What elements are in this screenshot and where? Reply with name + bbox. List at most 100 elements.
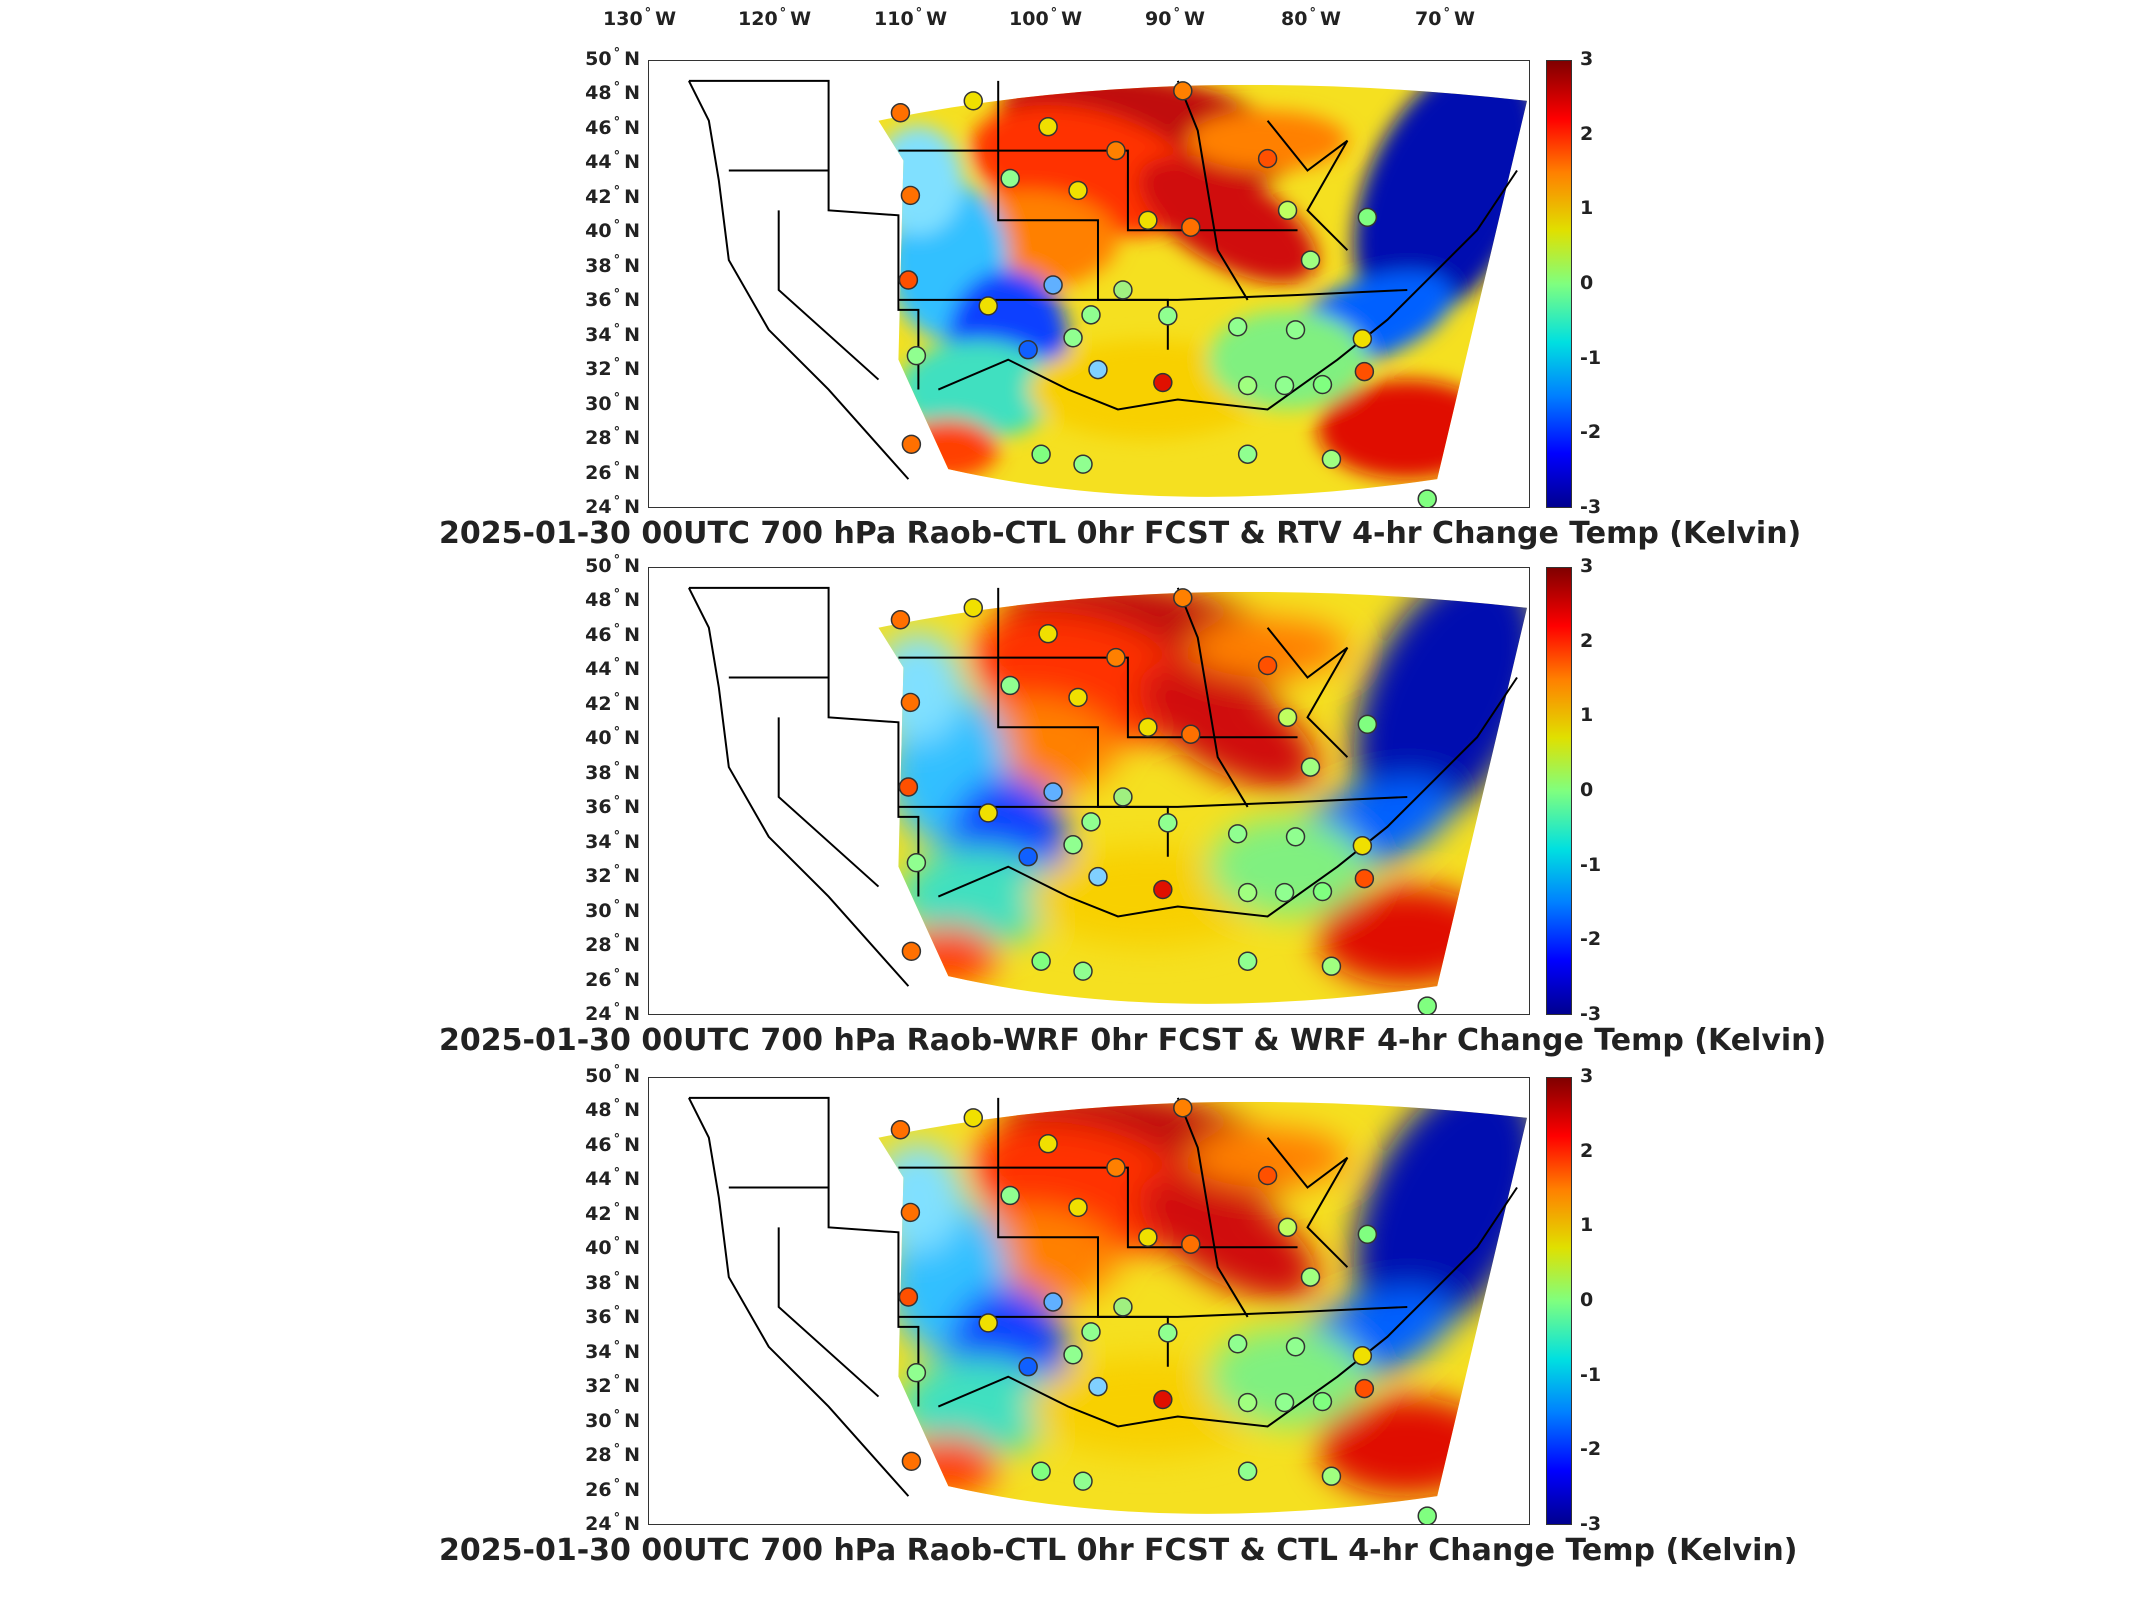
station-marker [1073,1471,1093,1491]
station-marker [890,103,911,123]
map-canvas [688,586,1528,1014]
station-marker [1237,882,1258,903]
map-canvas [688,79,1528,507]
latitude-label: 26 ° N [585,1476,640,1501]
station-marker [978,296,998,316]
station-marker [1043,275,1063,295]
longitude-label: 130 ° W [603,6,677,30]
station-marker [1158,306,1178,326]
longitude-label: 120 ° W [738,6,812,30]
station-marker [1257,148,1278,169]
colorbar-tick-label: 1 [1580,704,1594,727]
longitude-label: 110 ° W [874,6,948,30]
station-marker [963,1108,983,1128]
longitude-label: 100 ° W [1009,6,1083,30]
station-marker [1285,320,1306,340]
latitude-label: 46 ° N [585,114,640,139]
colorbar-tick-label: -2 [1580,1438,1602,1461]
station-marker [1038,116,1058,137]
latitude-label: 48 ° N [585,587,640,612]
station-marker [1277,200,1298,221]
station-marker [1300,1267,1321,1287]
latitude-label: 40 ° N [585,218,640,243]
latitude-label: 38 ° N [585,759,640,784]
station-marker [1138,717,1158,737]
latitude-label: 36 ° N [585,794,640,819]
latitude-label: 32 ° N [585,863,640,888]
station-marker [1321,956,1342,976]
station-marker [1088,359,1108,380]
longitude-label: 90 ° W [1145,6,1205,30]
colorbar-tick-label: -1 [1580,853,1602,876]
latitude-label: 30 ° N [585,1407,640,1432]
colorbar-tick-label: 0 [1580,779,1594,801]
colorbar-tick-label: -3 [1580,1003,1602,1025]
station-marker [1081,1322,1101,1342]
panel-title: 2025-01-30 00UTC 700 hPa Raob-WRF 0hr FC… [439,1023,1827,1058]
latitude-label: 32 ° N [585,1373,640,1398]
latitude-label: 42 ° N [585,1200,640,1225]
station-marker [1352,836,1373,856]
station-marker [1031,1461,1051,1481]
latitude-label: 48 ° N [585,80,640,105]
station-marker [1158,813,1178,833]
latitude-label: 30 ° N [585,390,640,415]
station-marker [1321,1466,1342,1486]
colorbar-tick-label: -1 [1580,346,1602,369]
latitude-label: 36 ° N [585,1304,640,1329]
latitude-label: 46 ° N [585,1131,640,1156]
station-marker [906,1362,927,1383]
station-marker [1106,1157,1126,1178]
station-marker [1173,588,1193,608]
station-marker [1018,339,1038,360]
station-marker [1354,361,1375,382]
latitude-label: 38 ° N [585,1269,640,1294]
latitude-label: 44 ° N [585,656,640,681]
latitude-label: 26 ° N [585,966,640,991]
panel-title: 2025-01-30 00UTC 700 hPa Raob-CTL 0hr FC… [439,1533,1798,1568]
station-marker [1300,250,1321,270]
latitude-label: 44 ° N [585,149,640,174]
station-marker [1000,1185,1020,1206]
station-marker [890,610,911,630]
latitude-label: 42 ° N [585,690,640,715]
station-marker [1352,329,1373,349]
station-marker [1237,951,1258,971]
colorbar [1546,1077,1572,1525]
station-marker [1354,868,1375,889]
station-marker [1000,168,1020,189]
station-marker [1018,1356,1038,1377]
station-marker [1038,623,1058,644]
station-marker [978,803,998,823]
station-marker [1417,1506,1437,1524]
station-marker [1063,1345,1083,1365]
station-marker [900,1202,921,1223]
station-marker [1173,81,1193,101]
station-marker [1018,846,1038,867]
colorbar-tick-label: 0 [1580,1289,1594,1311]
station-marker [1153,1389,1173,1410]
station-marker [1227,1334,1248,1354]
station-marker [1357,207,1378,228]
station-marker [1106,140,1126,161]
station-marker [1073,961,1093,981]
station-marker [1312,374,1333,395]
colorbar-tick-label: 3 [1580,1065,1594,1087]
station-marker [1073,454,1093,474]
colorbar-tick-label: 1 [1580,197,1594,220]
station-marker [1113,280,1133,300]
station-marker [901,1451,922,1471]
colorbar-tick-label: 1 [1580,1214,1594,1237]
station-marker [1312,881,1333,902]
station-marker [1274,882,1295,903]
station-marker [906,852,927,873]
station-marker [1277,1217,1298,1238]
colorbar-tick-label: 2 [1580,1139,1594,1162]
latitude-label: 34 ° N [585,1338,640,1363]
station-marker [963,598,983,618]
longitude-label: 70 ° W [1415,6,1475,30]
station-marker [1357,1224,1378,1245]
map-canvas [688,1096,1528,1524]
station-marker [1257,655,1278,676]
station-marker [1138,210,1158,230]
